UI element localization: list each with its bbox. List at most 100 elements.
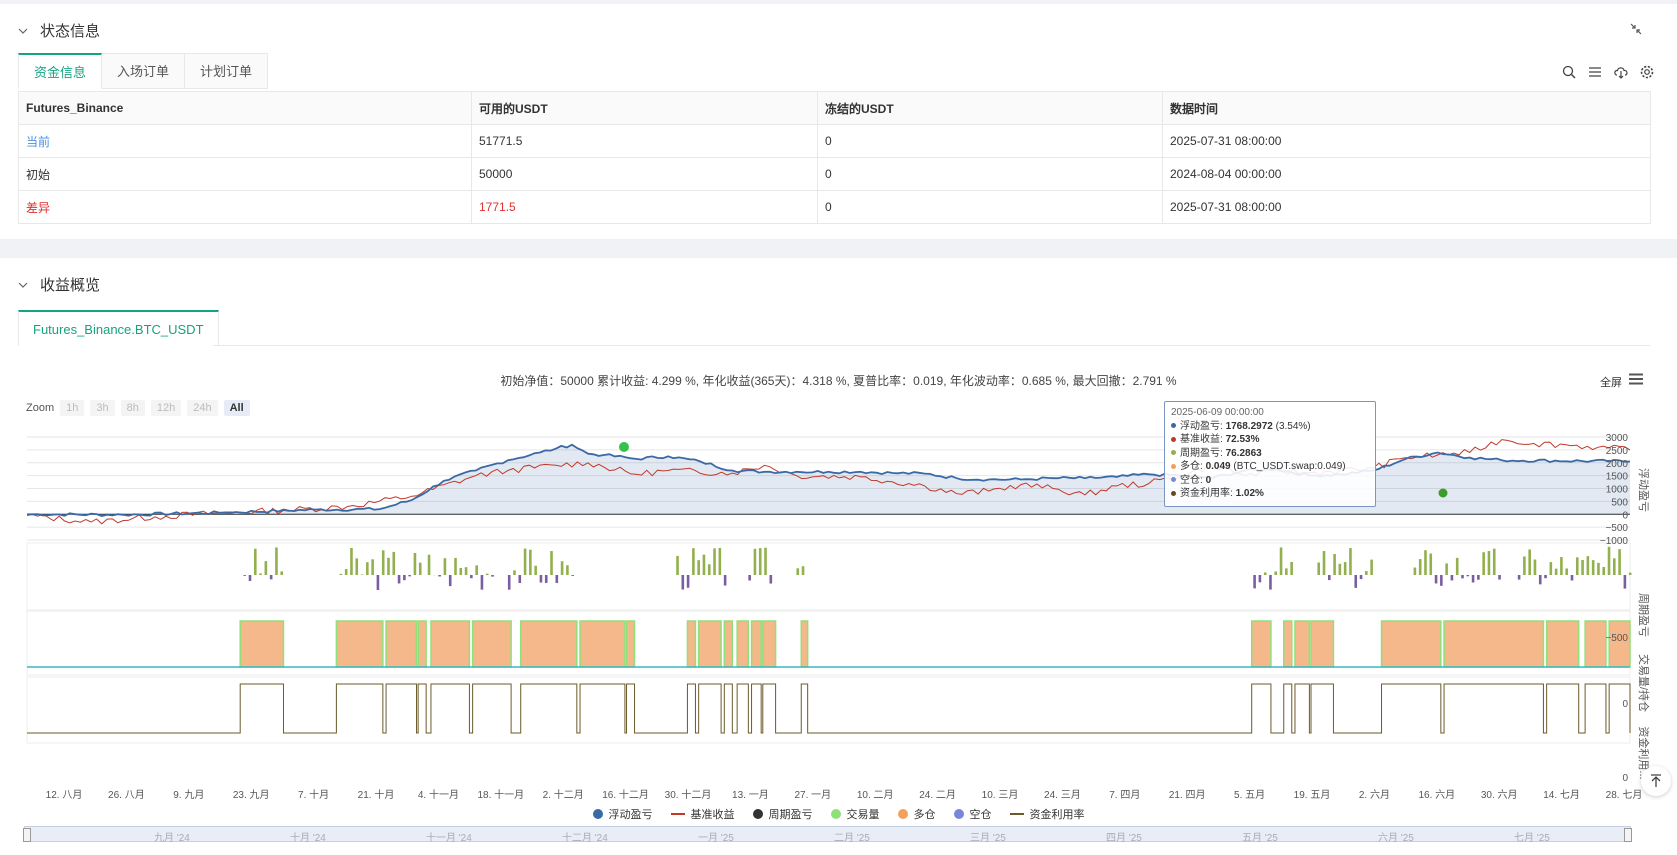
- period-pnl-bar: [1498, 575, 1501, 580]
- period-pnl-bar: [748, 575, 751, 581]
- period-pnl-bar: [475, 565, 478, 575]
- period-pnl-bar: [1263, 572, 1267, 575]
- period-pnl-bar: [1450, 575, 1454, 581]
- legend-item-benchmark[interactable]: 基准收益: [670, 806, 735, 822]
- x-tick-label: 10. 三月: [982, 789, 1019, 801]
- navigator-handle-right[interactable]: [1624, 828, 1632, 842]
- period-pnl-bar: [1333, 554, 1336, 575]
- navigator-label: 十月 '24: [290, 833, 326, 844]
- row-label-current[interactable]: 当前: [18, 124, 472, 158]
- row-label-diff: 差异: [18, 190, 472, 224]
- tab-planned-orders[interactable]: 计划订单: [185, 53, 269, 89]
- navigator-label: 五月 '25: [1242, 833, 1278, 844]
- zoom-8h-button[interactable]: 8h: [120, 400, 145, 416]
- chart-legend: 浮动盈亏 基准收益 周期盈亏 交易量 多仓 空仓 资金利用率: [0, 806, 1677, 822]
- tooltip-row: 资金利用率: 1.02%: [1171, 487, 1369, 501]
- legend-item-capital-util[interactable]: 资金利用率: [1009, 806, 1085, 822]
- range-navigator[interactable]: [23, 826, 1632, 842]
- trade-marker[interactable]: [619, 442, 629, 452]
- period-pnl-bar: [1618, 549, 1621, 575]
- period-pnl-bar: [243, 575, 247, 576]
- period-pnl-bar: [360, 574, 364, 575]
- search-icon[interactable]: [1561, 64, 1577, 80]
- period-pnl-bar: [1455, 557, 1459, 575]
- period-pnl-bar: [269, 575, 273, 580]
- period-pnl-bar: [1338, 563, 1342, 575]
- x-tick-label: 19. 五月: [1294, 789, 1331, 801]
- x-axis-labels: 12. 八月 26. 八月 9. 九月 23. 九月 7. 十月 21. 十月 4. 十一月…: [46, 788, 1643, 801]
- period-pnl-bar: [376, 575, 380, 590]
- period-pnl-bar: [344, 569, 348, 575]
- tab-btc-usdt[interactable]: Futures_Binance.BTC_USDT: [18, 310, 219, 346]
- period-pnl-bar: [686, 575, 690, 588]
- cloud-download-icon[interactable]: [1613, 64, 1629, 80]
- period-pnl-bar: [464, 567, 468, 575]
- navigator-handle-left[interactable]: [23, 828, 31, 842]
- floating-pnl-pane: [26, 439, 1631, 525]
- profit-tabs: Futures_Binance.BTC_USDT: [18, 310, 219, 346]
- chevron-down-icon: [18, 282, 28, 288]
- pane-name: 资金利用...: [1637, 726, 1651, 779]
- period-pnl-bar: [459, 567, 463, 575]
- period-pnl-bar: [560, 561, 564, 575]
- x-tick-label: 4. 十一月: [418, 788, 459, 801]
- period-pnl-bar: [1477, 575, 1480, 580]
- period-pnl-bar: [1487, 551, 1491, 575]
- fullscreen-button[interactable]: 全屏: [1600, 377, 1622, 389]
- period-pnl-bar: [1290, 561, 1293, 575]
- period-pnl-bar: [1370, 559, 1373, 575]
- legend-item-volume[interactable]: 交易量: [830, 806, 880, 822]
- zoom-12h-button[interactable]: 12h: [150, 400, 182, 416]
- status-panel-header[interactable]: 状态信息: [18, 20, 100, 41]
- legend-item-period-pnl[interactable]: 周期盈亏: [752, 806, 813, 822]
- period-pnl-bar: [707, 564, 711, 575]
- x-tick-label: 24. 三月: [1044, 789, 1081, 801]
- volume-position-pane: [27, 620, 1631, 668]
- period-pnl-bar: [1354, 575, 1358, 588]
- cell-frozen: 0: [817, 190, 1163, 224]
- period-pnl-bar: [1523, 556, 1526, 575]
- zoom-all-button[interactable]: All: [223, 400, 250, 416]
- zoom-label: Zoom: [26, 402, 55, 414]
- long-position-block: [750, 620, 762, 668]
- arrow-up-icon: [1651, 774, 1661, 787]
- period-pnl-bar: [470, 575, 473, 579]
- period-pnl-bar: [529, 549, 532, 575]
- legend-dot: [953, 809, 964, 819]
- list-icon[interactable]: [1587, 64, 1603, 80]
- legend-item-long[interactable]: 多仓: [897, 806, 936, 822]
- legend-line: [1009, 813, 1024, 815]
- x-tick-label: 16. 十二月: [602, 788, 649, 801]
- zoom-1h-button[interactable]: 1h: [60, 400, 85, 416]
- menu-icon[interactable]: [1629, 373, 1643, 385]
- zoom-24h-button[interactable]: 24h: [187, 400, 218, 416]
- period-pnl-bar: [1317, 562, 1321, 575]
- pane-name: 交易量/持仓: [1637, 654, 1651, 712]
- long-position-block: [471, 620, 512, 668]
- period-pnl-bar: [264, 561, 268, 575]
- table-row: 初始 50000 0 2024-08-04 00:00:00: [18, 157, 1651, 191]
- profit-chart[interactable]: 300025002000150010005000−500−1000−50000 …: [0, 425, 1677, 805]
- status-panel-title: 状态信息: [40, 23, 101, 40]
- tab-funds[interactable]: 资金信息: [18, 53, 103, 89]
- gear-icon[interactable]: [1639, 64, 1655, 80]
- period-pnl-bar: [427, 554, 431, 575]
- trade-marker[interactable]: [1438, 488, 1448, 498]
- period-pnl-bar: [1322, 551, 1326, 575]
- period-pnl-bar: [355, 558, 359, 575]
- period-pnl-bar: [1253, 575, 1256, 589]
- period-pnl-bar: [371, 559, 374, 575]
- legend-item-short[interactable]: 空仓: [953, 806, 992, 822]
- cell-available: 51771.5: [471, 124, 818, 158]
- zoom-3h-button[interactable]: 3h: [90, 400, 115, 416]
- cell-available: 1771.5: [471, 190, 818, 224]
- cell-time: 2024-08-04 00:00:00: [1162, 157, 1651, 191]
- long-position-block: [686, 620, 697, 668]
- legend-item-floating-pnl[interactable]: 浮动盈亏: [592, 806, 653, 822]
- period-pnl-bar: [1445, 563, 1448, 575]
- back-to-top-button[interactable]: [1641, 766, 1671, 796]
- profit-panel-header[interactable]: 收益概览: [18, 274, 100, 295]
- collapse-icon[interactable]: [1629, 22, 1643, 36]
- period-pnl-bar: [1565, 568, 1568, 575]
- tab-entry-orders[interactable]: 入场订单: [102, 53, 186, 89]
